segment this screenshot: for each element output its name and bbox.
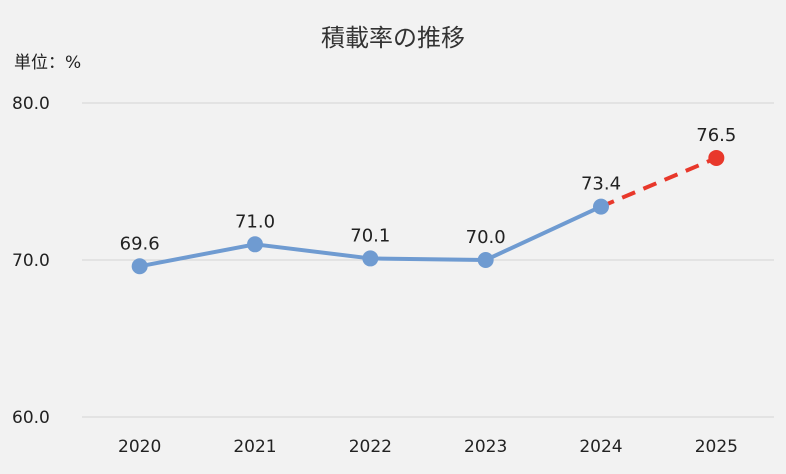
data-point (131, 258, 148, 275)
data-label: 71.0 (235, 211, 275, 232)
unit-label: 単位：% (14, 53, 82, 73)
chart-title: 積載率の推移 (321, 24, 465, 52)
data-label: 73.4 (581, 174, 621, 195)
x-tick-label: 2024 (579, 437, 622, 457)
data-label: 70.1 (350, 225, 390, 246)
data-label: 69.6 (120, 233, 160, 254)
data-label: 70.0 (466, 227, 506, 248)
data-point (362, 250, 379, 267)
series-line-projection (600, 156, 718, 209)
y-tick-label: 80.0 (12, 94, 50, 114)
y-axis-tick-labels: 60.0 70.0 80.0 (12, 94, 50, 428)
x-axis-tick-labels: 2020 2021 2022 2023 2024 2025 (118, 437, 738, 457)
x-tick-label: 2022 (349, 437, 392, 457)
data-point (247, 236, 263, 253)
data-labels: 69.6 71.0 70.1 70.0 73.4 76.5 (120, 125, 737, 254)
x-tick-label: 2021 (233, 437, 276, 457)
data-point (593, 198, 609, 215)
x-tick-label: 2020 (118, 437, 161, 457)
data-point-projection (708, 149, 725, 166)
x-tick-label: 2023 (464, 437, 507, 457)
y-tick-label: 60.0 (12, 408, 50, 428)
series-points (131, 149, 725, 275)
data-label: 76.5 (696, 125, 736, 146)
x-tick-label: 2025 (695, 437, 738, 457)
data-point (477, 252, 494, 268)
y-tick-label: 70.0 (12, 251, 50, 271)
series-lines (139, 156, 718, 269)
